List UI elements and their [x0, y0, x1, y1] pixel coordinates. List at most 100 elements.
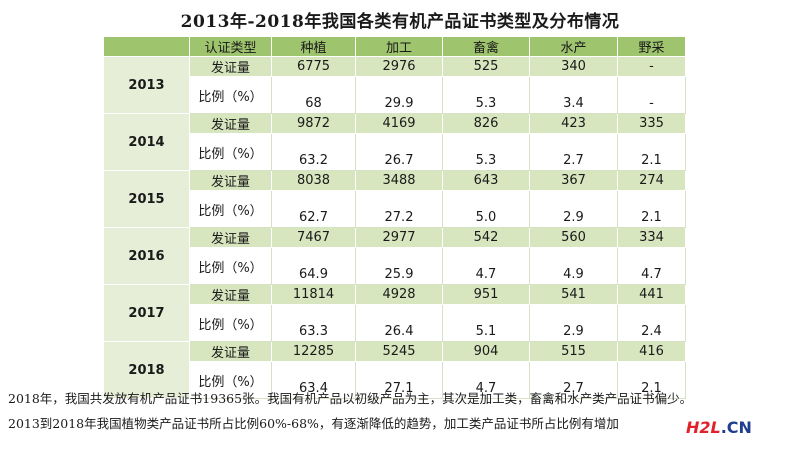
- ratio-cell: 68: [271, 76, 356, 114]
- ratio-cell: 3.4: [529, 76, 618, 114]
- ratio-cell: 4.7: [442, 247, 530, 285]
- header-cell: 野采: [617, 36, 686, 57]
- year-cell: 2018: [103, 341, 190, 399]
- ratio-row: 比例（%） 64.9 25.9 4.7 4.9 4.7: [104, 247, 686, 285]
- ratio-cell: 5.3: [442, 76, 530, 114]
- ratio-cell: 27.2: [355, 190, 443, 228]
- table-title: 2013年-2018年我国各类有机产品证书类型及分布情况: [180, 12, 620, 32]
- count-cell: 340: [529, 56, 618, 77]
- ratio-label: 比例（%）: [189, 133, 272, 171]
- ratio-cell: 63.3: [271, 304, 356, 342]
- count-cell: 441: [617, 284, 686, 305]
- count-row: 2013 发证量 6775 2976 525 340-: [103, 56, 686, 114]
- count-row: 2015 发证量 8038 3488 643 367 274: [103, 170, 686, 228]
- ratio-row: 比例（%） 63.4 27.1 4.7 2.7 2.1: [104, 361, 686, 399]
- count-cell: 367: [529, 170, 618, 191]
- ratio-cell: 5.0: [442, 190, 530, 228]
- count-cell: 515: [529, 341, 618, 362]
- ratio-row: 比例（%） 68 29.9 5.3 3.4-: [104, 76, 686, 114]
- count-label: 发证量: [189, 56, 272, 77]
- count-cell: 951: [442, 284, 530, 305]
- count-cell: 2976: [355, 56, 443, 77]
- ratio-cell: 2.1: [617, 361, 686, 399]
- count-cell: 6775: [271, 56, 356, 77]
- count-row: 2014 发证量 9872 4169 826 423 335: [103, 113, 686, 171]
- header-row: 认证类型 种植 加工 畜禽 水产 野采: [103, 36, 686, 57]
- count-cell: 542: [442, 227, 530, 248]
- ratio-cell: 5.1: [442, 304, 530, 342]
- header-cell: 种植: [271, 36, 356, 57]
- year-cell: 2014: [103, 113, 190, 171]
- ratio-row: 比例（%） 62.7 27.2 5.0 2.9 2.1: [104, 190, 686, 228]
- count-cell: -: [617, 56, 686, 77]
- count-cell: 334: [617, 227, 686, 248]
- count-cell: 541: [529, 284, 618, 305]
- year-cell: 2015: [103, 170, 190, 228]
- ratio-label: 比例（%）: [189, 304, 272, 342]
- count-cell: 423: [529, 113, 618, 134]
- caption-line: 2018年，我国共发放有机产品证书19365张。我国有机产品以初级产品为主，其次…: [8, 391, 693, 406]
- count-row: 2016 发证量 7467 2977 542 560 334: [103, 227, 686, 285]
- count-cell: 416: [617, 341, 686, 362]
- ratio-cell: 25.9: [355, 247, 443, 285]
- header-cell: 水产: [529, 36, 618, 57]
- count-cell: 826: [442, 113, 530, 134]
- year-cell: 2016: [103, 227, 190, 285]
- watermark-suffix: .CN: [720, 418, 752, 437]
- ratio-cell: 2.4: [617, 304, 686, 342]
- year-cell: 2017: [103, 284, 190, 342]
- ratio-cell: 4.7: [442, 361, 530, 399]
- year-cell: 2013: [103, 56, 190, 114]
- count-row: 2017 发证量 11814 4928 951 541 441: [103, 284, 686, 342]
- count-label: 发证量: [189, 227, 272, 248]
- header-corner: [103, 36, 190, 57]
- ratio-cell: 4.7: [617, 247, 686, 285]
- ratio-cell: 5.3: [442, 133, 530, 171]
- caption-line: 2013到2018年我国植物类产品证书所占比例60%-68%，有逐渐降低的趋势，…: [8, 416, 619, 431]
- ratio-cell: 26.4: [355, 304, 443, 342]
- ratio-cell: 62.7: [271, 190, 356, 228]
- count-cell: 525: [442, 56, 530, 77]
- header-cell: 畜禽: [442, 36, 530, 57]
- ratio-cell: 2.7: [529, 133, 618, 171]
- count-cell: 8038: [271, 170, 356, 191]
- count-cell: 11814: [271, 284, 356, 305]
- count-cell: 3488: [355, 170, 443, 191]
- count-label: 发证量: [189, 113, 272, 134]
- ratio-cell: 63.2: [271, 133, 356, 171]
- ratio-cell: 29.9: [355, 76, 443, 114]
- count-cell: 4928: [355, 284, 443, 305]
- count-cell: 560: [529, 227, 618, 248]
- ratio-label: 比例（%）: [189, 76, 272, 114]
- count-label: 发证量: [189, 341, 272, 362]
- ratio-row: 比例（%） 63.3 26.4 5.1 2.9 2.4: [104, 304, 686, 342]
- count-label: 发证量: [189, 284, 272, 305]
- count-cell: 12285: [271, 341, 356, 362]
- count-cell: 7467: [271, 227, 356, 248]
- ratio-cell: 64.9: [271, 247, 356, 285]
- ratio-cell: 2.1: [617, 133, 686, 171]
- ratio-label: 比例（%）: [189, 190, 272, 228]
- ratio-cell: 2.7: [529, 361, 618, 399]
- ratio-cell: 26.7: [355, 133, 443, 171]
- count-cell: 643: [442, 170, 530, 191]
- header-cell: 加工: [355, 36, 443, 57]
- ratio-cell: -: [617, 76, 686, 114]
- certificate-table: 认证类型 种植 加工 畜禽 水产 野采 2013 发证量 6775 2976 525 34…: [103, 36, 686, 399]
- ratio-row: 比例（%） 63.2 26.7 5.3 2.7 2.1: [104, 133, 686, 171]
- header-cell: 认证类型: [189, 36, 272, 57]
- ratio-cell: 63.4: [271, 361, 356, 399]
- count-cell: 2977: [355, 227, 443, 248]
- count-cell: 335: [617, 113, 686, 134]
- count-row: 2018 发证量 12285 5245 904 515 416: [103, 341, 686, 399]
- ratio-cell: 2.9: [529, 190, 618, 228]
- count-cell: 274: [617, 170, 686, 191]
- count-label: 发证量: [189, 170, 272, 191]
- ratio-label: 比例（%）: [189, 247, 272, 285]
- watermark-logo: H2L.CN: [686, 418, 752, 437]
- count-cell: 9872: [271, 113, 356, 134]
- count-cell: 4169: [355, 113, 443, 134]
- count-cell: 5245: [355, 341, 443, 362]
- ratio-cell: 2.9: [529, 304, 618, 342]
- count-cell: 904: [442, 341, 530, 362]
